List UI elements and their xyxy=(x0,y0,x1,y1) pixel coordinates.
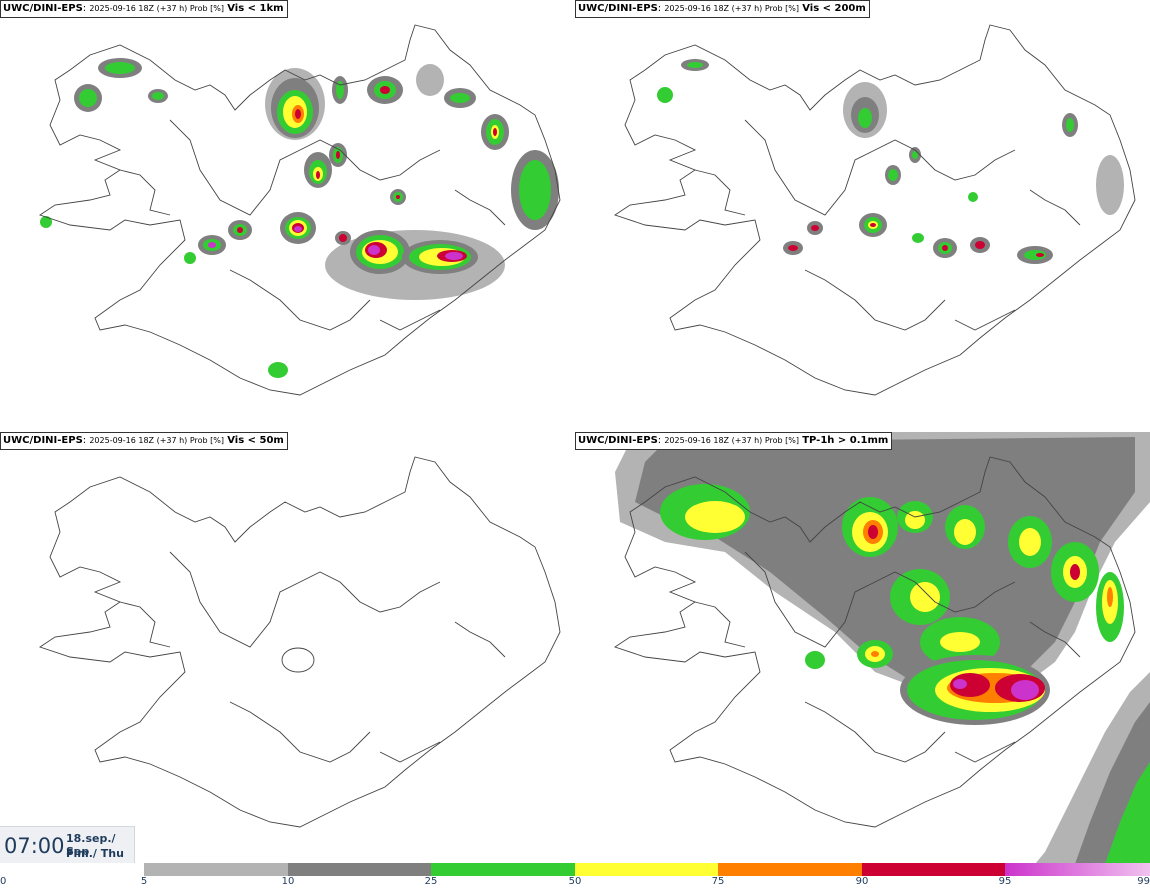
legend-band-95-99 xyxy=(1005,863,1150,876)
legend-band-5-10 xyxy=(144,863,288,876)
panel-header: UWC/DINI-EPS: 2025-09-16 18Z (+37 h) Pro… xyxy=(575,432,893,450)
map-vis-1km xyxy=(38,24,561,396)
panel-header: UWC/DINI-EPS: 2025-09-16 18Z (+37 h) Pro… xyxy=(0,432,288,450)
map-vis-200m xyxy=(613,24,1136,396)
panel-header: UWC/DINI-EPS: 2025-09-16 18Z (+37 h) Pro… xyxy=(575,0,870,18)
tick-label: 95 xyxy=(998,876,1012,887)
model-source: UWC/DINI-EPS xyxy=(578,435,658,446)
tick-label: 0 xyxy=(0,876,7,887)
panel-header: UWC/DINI-EPS: 2025-09-16 18Z (+37 h) Pro… xyxy=(0,0,288,18)
probability-colorbar xyxy=(144,863,1150,876)
model-source: UWC/DINI-EPS xyxy=(578,3,658,14)
tick-label: 75 xyxy=(711,876,725,887)
legend-band-10-25 xyxy=(288,863,431,876)
map-precip-prob xyxy=(613,432,1150,864)
run-info: 2025-09-16 18Z (+37 h) Prob [%] xyxy=(89,436,225,445)
legend-band-50-75 xyxy=(575,863,718,876)
map-vis-50m xyxy=(38,456,561,828)
tick-label: 50 xyxy=(568,876,582,887)
valid-weekday: Fim./ Thu xyxy=(66,847,124,860)
legend-band-90-95 xyxy=(862,863,1005,876)
valid-time-clock: 07:00 xyxy=(4,834,65,858)
map-panel-vis-200m: UWC/DINI-EPS: 2025-09-16 18Z (+37 h) Pro… xyxy=(575,0,1150,432)
model-source: UWC/DINI-EPS xyxy=(3,435,83,446)
model-source: UWC/DINI-EPS xyxy=(3,3,83,14)
variable-label: TP-1h > 0.1mm xyxy=(802,435,889,446)
map-panel-precip: UWC/DINI-EPS: 2025-09-16 18Z (+37 h) Pro… xyxy=(575,432,1150,864)
tick-label: 25 xyxy=(424,876,438,887)
run-info: 2025-09-16 18Z (+37 h) Prob [%] xyxy=(664,4,800,13)
map-panel-vis-1km: UWC/DINI-EPS: 2025-09-16 18Z (+37 h) Pro… xyxy=(0,0,575,432)
valid-date: 18.sep./ Sep xyxy=(66,832,116,858)
colorbar-ticks: 0 5 10 25 50 75 90 95 99 xyxy=(0,876,1150,891)
valid-time-box: 07:00 18.sep./ Sep Fim./ Thu xyxy=(0,826,135,863)
variable-label: Vis < 1km xyxy=(227,3,284,14)
tick-label: 10 xyxy=(281,876,295,887)
variable-label: Vis < 200m xyxy=(802,3,866,14)
legend-band-25-50 xyxy=(431,863,575,876)
run-info: 2025-09-16 18Z (+37 h) Prob [%] xyxy=(664,436,800,445)
tick-label: 99 xyxy=(1137,876,1150,887)
map-panel-vis-50m: UWC/DINI-EPS: 2025-09-16 18Z (+37 h) Pro… xyxy=(0,432,575,864)
tick-label: 5 xyxy=(140,876,148,887)
run-info: 2025-09-16 18Z (+37 h) Prob [%] xyxy=(89,4,225,13)
tick-label: 90 xyxy=(855,876,869,887)
variable-label: Vis < 50m xyxy=(227,435,284,446)
legend-band-75-90 xyxy=(718,863,862,876)
